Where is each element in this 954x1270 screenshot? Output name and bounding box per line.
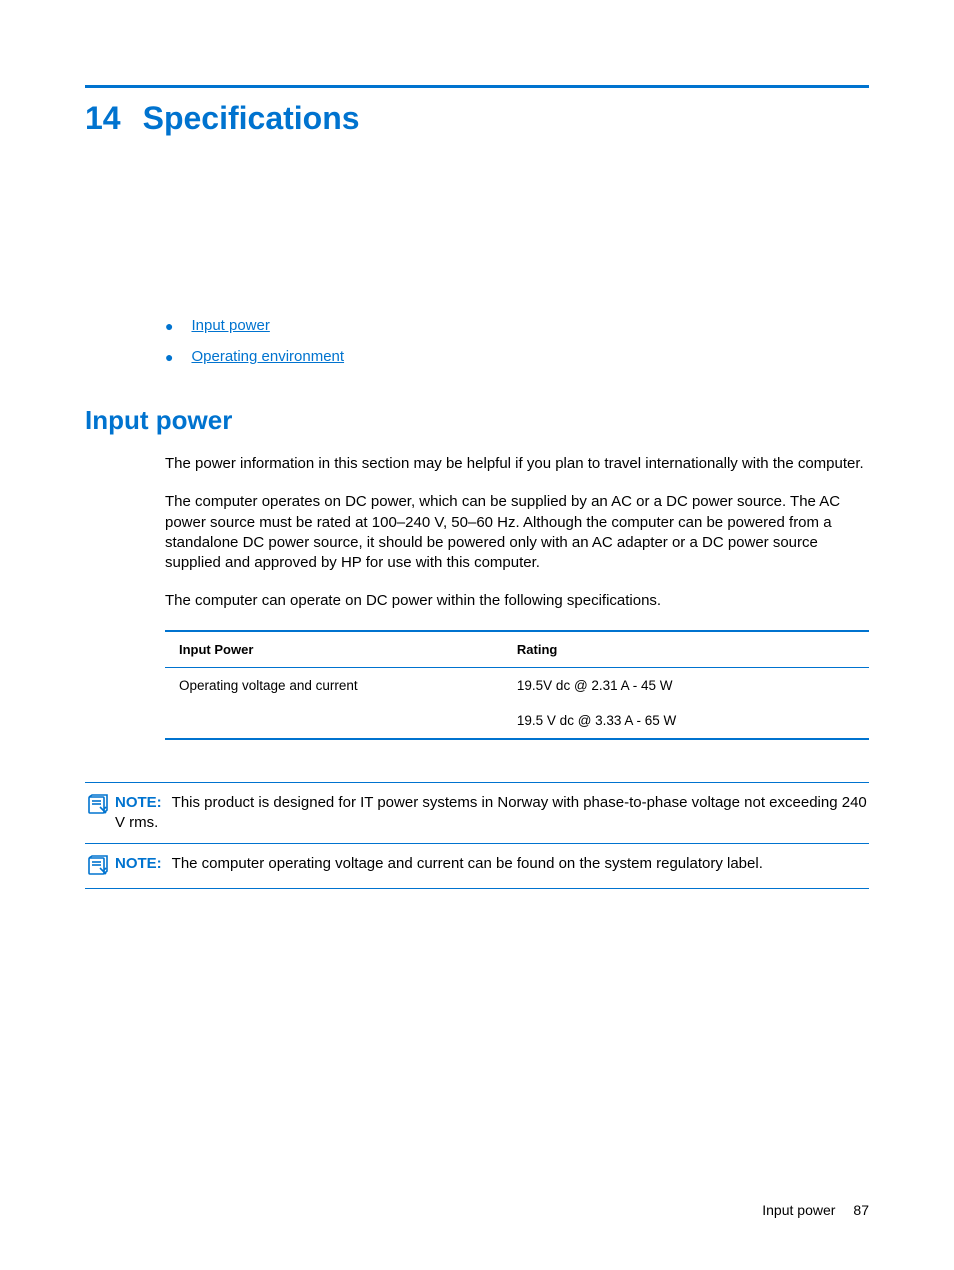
section-heading-input-power: Input power bbox=[85, 405, 869, 436]
table-row: 19.5 V dc @ 3.33 A - 65 W bbox=[165, 703, 869, 739]
note-label: NOTE: bbox=[115, 855, 162, 872]
table-header-cell: Rating bbox=[503, 631, 869, 668]
chapter-title: 14 Specifications bbox=[85, 100, 869, 137]
toc-list: ● Input power ● Operating environment bbox=[165, 317, 869, 365]
footer-section-label: Input power bbox=[762, 1202, 835, 1218]
top-rule bbox=[85, 85, 869, 88]
note-block: NOTE: The computer operating voltage and … bbox=[85, 844, 869, 889]
table-header-cell: Input Power bbox=[165, 631, 503, 668]
chapter-number: 14 bbox=[85, 100, 121, 137]
toc-link-input-power[interactable]: Input power bbox=[191, 317, 269, 334]
body-paragraph: The computer can operate on DC power wit… bbox=[165, 591, 869, 611]
table-cell bbox=[165, 703, 503, 739]
note-text-wrapper: NOTE: The computer operating voltage and … bbox=[115, 854, 869, 874]
toc-link-operating-environment[interactable]: Operating environment bbox=[191, 348, 344, 365]
note-label: NOTE: bbox=[115, 794, 162, 811]
spec-table: Input Power Rating Operating voltage and… bbox=[165, 630, 869, 740]
chapter-title-text: Specifications bbox=[143, 100, 360, 136]
table-cell: Operating voltage and current bbox=[165, 667, 503, 703]
note-text: The computer operating voltage and curre… bbox=[172, 855, 763, 872]
note-icon bbox=[85, 854, 111, 878]
table-cell: 19.5 V dc @ 3.33 A - 65 W bbox=[503, 703, 869, 739]
toc-item: ● Input power bbox=[165, 317, 869, 334]
note-block: NOTE:This product is designed for IT pow… bbox=[85, 782, 869, 845]
table-cell: 19.5V dc @ 2.31 A - 45 W bbox=[503, 667, 869, 703]
body-paragraph: The power information in this section ma… bbox=[165, 454, 869, 474]
bullet-icon: ● bbox=[165, 349, 173, 365]
page-footer: Input power 87 bbox=[762, 1202, 869, 1218]
note-text: This product is designed for IT power sy… bbox=[115, 794, 867, 831]
note-text-wrapper: NOTE:This product is designed for IT pow… bbox=[115, 793, 869, 834]
note-icon bbox=[85, 793, 111, 817]
body-paragraph: The computer operates on DC power, which… bbox=[165, 492, 869, 573]
bullet-icon: ● bbox=[165, 318, 173, 334]
table-row: Operating voltage and current 19.5V dc @… bbox=[165, 667, 869, 703]
table-header-row: Input Power Rating bbox=[165, 631, 869, 668]
toc-item: ● Operating environment bbox=[165, 348, 869, 365]
footer-page-number: 87 bbox=[853, 1202, 869, 1218]
